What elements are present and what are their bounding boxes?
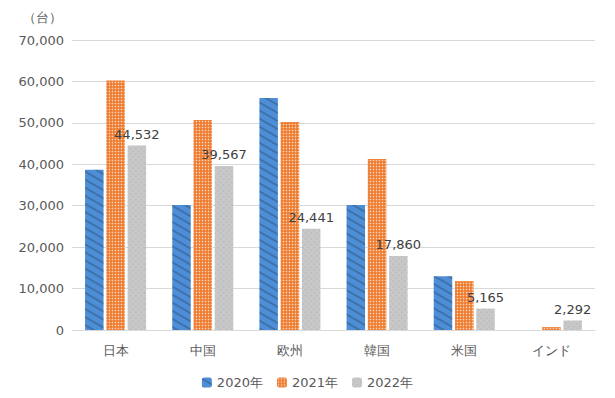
svg-text:2022年: 2022年	[367, 375, 413, 390]
svg-text:20,000: 20,000	[19, 240, 65, 255]
svg-text:50,000: 50,000	[19, 115, 65, 130]
svg-text:（台）: （台）	[23, 10, 62, 25]
svg-text:欧州: 欧州	[277, 343, 303, 358]
svg-text:インド: インド	[532, 343, 571, 358]
svg-text:10,000: 10,000	[19, 281, 65, 296]
svg-text:60,000: 60,000	[19, 74, 65, 89]
svg-text:24,441: 24,441	[288, 210, 334, 225]
svg-text:39,567: 39,567	[201, 147, 247, 162]
svg-text:2021年: 2021年	[292, 375, 338, 390]
svg-text:韓国: 韓国	[364, 343, 390, 358]
svg-text:0: 0	[56, 323, 64, 338]
svg-text:米国: 米国	[451, 343, 477, 358]
svg-text:2,292: 2,292	[554, 302, 591, 317]
svg-text:2020年: 2020年	[217, 375, 263, 390]
svg-text:40,000: 40,000	[19, 157, 65, 172]
svg-text:17,860: 17,860	[376, 237, 422, 252]
svg-text:44,532: 44,532	[114, 127, 160, 142]
svg-text:30,000: 30,000	[19, 198, 65, 213]
svg-text:日本: 日本	[103, 343, 129, 358]
svg-text:70,000: 70,000	[19, 33, 65, 48]
svg-text:中国: 中国	[190, 343, 216, 358]
svg-text:5,165: 5,165	[467, 290, 504, 305]
